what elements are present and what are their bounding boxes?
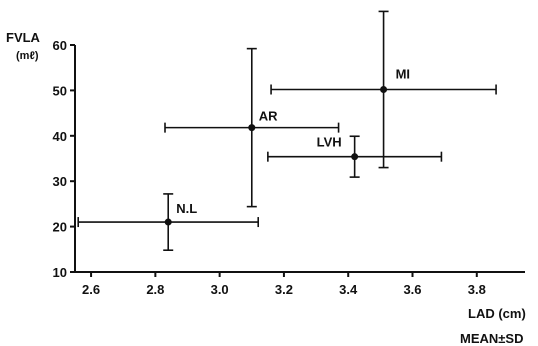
y-tick-label-0: 10 <box>53 265 67 280</box>
y-tick-label-1: 20 <box>53 220 67 235</box>
axes <box>74 45 525 273</box>
point-group-2: LVH <box>267 135 443 178</box>
data-point-3 <box>380 85 388 93</box>
x-tick-label-3: 3.2 <box>275 282 293 297</box>
point-label-0: N.L <box>176 201 197 216</box>
y-tick-label-3: 40 <box>53 129 67 144</box>
point-label-3: MI <box>396 66 410 81</box>
x-tick-label-2: 3.0 <box>211 282 229 297</box>
point-label-2: LVH <box>317 135 342 150</box>
y-tick-label-4: 50 <box>53 83 67 98</box>
x-tick-label-6: 3.8 <box>468 282 486 297</box>
mean-sd-note: MEAN±SD <box>460 331 523 346</box>
point-group-3: MI <box>270 10 497 169</box>
y-axis-title: FVLA <box>6 30 41 45</box>
x-tick-label-4: 3.4 <box>339 282 358 297</box>
x-tick-label-0: 2.6 <box>82 282 100 297</box>
data-point-2 <box>351 153 359 161</box>
x-tick-label-5: 3.6 <box>403 282 421 297</box>
y-tick-label-5: 60 <box>53 38 67 53</box>
data-point-0 <box>164 218 172 226</box>
x-axis-title: LAD (cm) <box>468 306 526 321</box>
data-point-1 <box>248 124 256 132</box>
point-label-1: AR <box>259 109 278 124</box>
data-marks: N.L AR LVH MI <box>77 10 497 252</box>
y-axis-unit: (mℓ) <box>16 50 39 62</box>
point-group-0: N.L <box>77 193 260 252</box>
y-tick-label-2: 30 <box>53 174 67 189</box>
point-group-1: AR <box>164 47 340 208</box>
ticks: 10 20 30 40 50 60 2.6 2.8 3.0 3.2 3.4 3.6 3.8 <box>53 38 486 297</box>
x-tick-label-1: 2.8 <box>146 282 164 297</box>
